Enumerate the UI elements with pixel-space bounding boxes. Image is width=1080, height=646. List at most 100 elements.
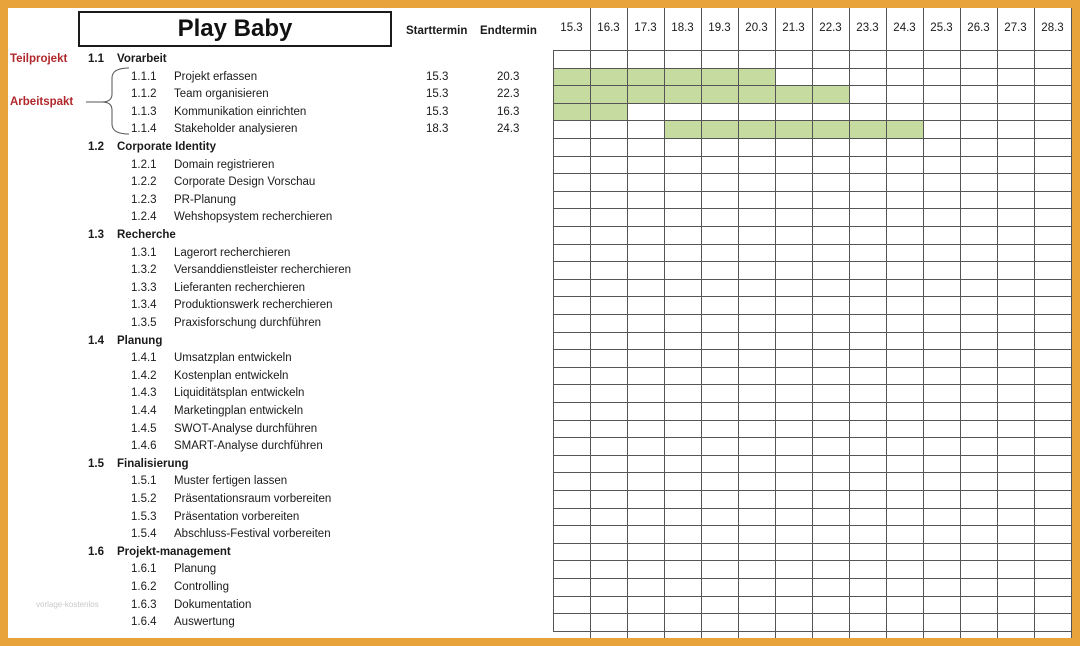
grid-hline xyxy=(553,560,1071,562)
grid-hline xyxy=(553,542,1071,544)
task-name[interactable]: Planung xyxy=(174,563,217,576)
task-start-date[interactable]: 18.3 xyxy=(426,123,449,136)
group-name[interactable]: Vorarbeit xyxy=(117,53,167,65)
task-number: 1.2.2 xyxy=(131,176,157,189)
task-name[interactable]: Liquiditätsplan entwickeln xyxy=(174,387,305,400)
teilprojekt-label: Teilprojekt xyxy=(10,53,68,65)
task-start-date[interactable]: 15.3 xyxy=(426,105,449,118)
date-header-cell: 26.3 xyxy=(967,22,990,34)
grid-vline xyxy=(701,8,702,638)
grid-vline xyxy=(886,8,887,638)
task-start-date[interactable]: 15.3 xyxy=(426,88,449,101)
watermark: vorlage-kostenlos xyxy=(36,600,99,609)
grid-vline xyxy=(627,8,628,638)
group-name[interactable]: Recherche xyxy=(117,229,176,241)
task-name[interactable]: Kommunikation einrichten xyxy=(174,105,307,118)
task-end-date[interactable]: 22.3 xyxy=(497,88,520,101)
task-end-date[interactable]: 24.3 xyxy=(497,123,520,136)
date-header-cell: 23.3 xyxy=(856,22,879,34)
arbeitspakt-label: Arbeitspakt xyxy=(10,96,74,108)
group-name[interactable]: Corporate Identity xyxy=(117,141,217,153)
task-name[interactable]: Team organisieren xyxy=(174,88,269,101)
task-number: 1.2.4 xyxy=(131,211,157,224)
grid-hline xyxy=(553,384,1071,386)
task-number: 1.1.4 xyxy=(131,123,157,136)
task-name[interactable]: Lieferanten recherchieren xyxy=(174,281,306,294)
project-title[interactable]: Play Baby xyxy=(78,11,392,47)
task-name[interactable]: PR-Planung xyxy=(174,193,237,206)
task-number: 1.2.3 xyxy=(131,193,157,206)
date-header-cell: 22.3 xyxy=(819,22,842,34)
task-number: 1.3.4 xyxy=(131,299,157,312)
group-number: 1.2 xyxy=(88,141,104,153)
group-name[interactable]: Planung xyxy=(117,334,163,347)
grid-vline xyxy=(590,8,591,638)
task-start-date[interactable]: 15.3 xyxy=(426,70,449,83)
grid-hline xyxy=(553,454,1071,456)
grid-hline xyxy=(553,525,1071,527)
date-header-cell: 15.3 xyxy=(560,22,583,34)
task-number: 1.4.6 xyxy=(131,440,157,453)
task-name[interactable]: Praxisforschung durchführen xyxy=(174,317,322,329)
task-name[interactable]: Muster fertigen lassen xyxy=(174,475,288,488)
grid-hline xyxy=(553,67,1071,69)
task-name[interactable]: Umsatzplan entwickeln xyxy=(174,352,292,365)
grid-hline xyxy=(553,261,1071,263)
task-end-date[interactable]: 16.3 xyxy=(497,105,520,118)
task-name[interactable]: Projekt erfassen xyxy=(174,70,258,83)
task-end-date[interactable]: 20.3 xyxy=(497,70,520,83)
task-number: 1.6.3 xyxy=(131,598,157,611)
task-number: 1.2.1 xyxy=(131,158,157,171)
task-name[interactable]: Präsentationsraum vorbereiten xyxy=(174,493,332,505)
task-number: 1.4.1 xyxy=(131,352,157,365)
task-number: 1.4.3 xyxy=(131,387,157,400)
grid-vline xyxy=(812,8,813,638)
grid-hline xyxy=(553,138,1071,139)
task-name[interactable]: Abschluss-Festival vorbereiten xyxy=(174,528,331,541)
task-name[interactable]: Präsentation vorbereiten xyxy=(174,510,300,523)
date-header-cell: 20.3 xyxy=(745,22,768,34)
task-number: 1.5.1 xyxy=(131,475,157,488)
task-number: 1.4.4 xyxy=(131,405,157,417)
task-name[interactable]: SMART-Analyse durchführen xyxy=(174,440,323,453)
task-name[interactable]: Dokumentation xyxy=(174,598,252,611)
grid-hline xyxy=(553,472,1071,474)
task-name[interactable]: Versanddienstleister recherchieren xyxy=(174,264,352,277)
grid-hline xyxy=(553,278,1071,280)
task-number: 1.4.5 xyxy=(131,422,157,435)
task-name[interactable]: Controlling xyxy=(174,581,229,593)
grid-hline xyxy=(553,349,1071,351)
grid-hline xyxy=(553,226,1071,227)
task-name[interactable]: Kostenplan entwickeln xyxy=(174,369,289,382)
task-name[interactable]: Lagerort recherchieren xyxy=(174,246,291,259)
grid-hline xyxy=(553,50,1071,51)
group-number: 1.4 xyxy=(88,334,104,347)
grid-vline xyxy=(553,50,554,631)
group-name[interactable]: Projekt-management xyxy=(117,545,231,558)
task-number: 1.5.4 xyxy=(131,528,157,541)
task-number: 1.1.1 xyxy=(131,70,157,83)
grid-hline xyxy=(553,507,1071,509)
grid-hline xyxy=(553,102,1071,104)
grid-vline xyxy=(923,8,924,638)
date-header-cell: 17.3 xyxy=(634,22,657,34)
gantt-grid: 15.3 16.3 17.3 18.3 19.3 20.3 21.3 22.3 23.3 24.3… xyxy=(553,8,1072,638)
gantt-bar[interactable] xyxy=(664,120,923,138)
date-header-cell: 19.3 xyxy=(708,22,731,34)
date-header-cell: 18.3 xyxy=(671,22,694,34)
grid-hline xyxy=(553,613,1071,615)
task-name[interactable]: Domain registrieren xyxy=(174,158,275,171)
task-name[interactable]: Stakeholder analysieren xyxy=(174,123,298,136)
task-name[interactable]: Corporate Design Vorschau xyxy=(174,176,316,189)
task-name[interactable]: Wehshopsystem recherchieren xyxy=(174,211,333,224)
task-name[interactable]: SWOT-Analyse durchführen xyxy=(174,422,318,435)
grid-vline xyxy=(997,8,998,638)
task-number: 1.5.3 xyxy=(131,510,157,523)
task-name[interactable]: Marketingplan entwickeln xyxy=(174,405,304,417)
grid-vline xyxy=(1071,8,1072,638)
task-name[interactable]: Produktionswerk recherchieren xyxy=(174,299,333,312)
grid-hline xyxy=(553,243,1071,245)
group-name[interactable]: Finalisierung xyxy=(117,457,189,470)
grid-vline xyxy=(960,8,961,638)
task-name[interactable]: Auswertung xyxy=(174,616,235,629)
